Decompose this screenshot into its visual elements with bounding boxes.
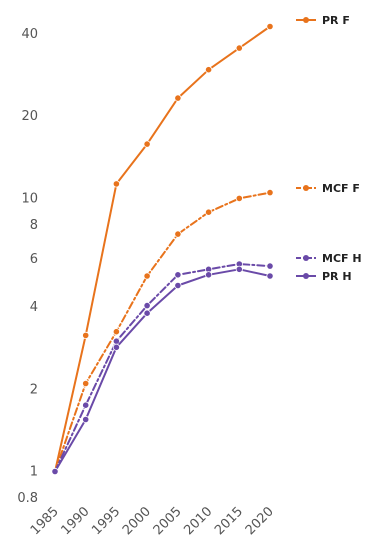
data-point <box>82 331 90 339</box>
data-point <box>235 194 243 202</box>
data-point <box>174 281 182 290</box>
series-layer <box>51 22 274 476</box>
data-point <box>112 343 121 351</box>
legend-label: MCF H <box>322 252 362 265</box>
x-tick-label: 2015 <box>212 504 246 538</box>
y-tick-label: 8 <box>30 218 38 233</box>
data-point <box>174 271 182 279</box>
data-point <box>235 265 243 273</box>
x-tick-label: 2010 <box>181 504 215 538</box>
legend-swatch-marker <box>303 273 309 279</box>
legend-swatch-marker <box>303 185 309 191</box>
series-line <box>54 268 271 473</box>
data-point <box>205 271 213 279</box>
data-point <box>82 415 90 424</box>
y-tick-label: 1 <box>30 465 38 480</box>
x-tick-label: 1985 <box>28 504 62 538</box>
y-tick-label: 40 <box>21 27 38 42</box>
y-tick-label: 2 <box>30 382 38 397</box>
y-tick-label: 10 <box>21 191 38 206</box>
data-point <box>112 328 121 336</box>
legend-swatch-marker <box>303 255 309 261</box>
series-mcf-h <box>51 260 274 476</box>
x-tick-label: 2000 <box>120 504 154 538</box>
legend-label: PR H <box>322 270 352 283</box>
y-tick-label: 6 <box>30 252 38 267</box>
series-line <box>54 263 271 473</box>
x-tick-label: 1990 <box>59 504 93 538</box>
data-point <box>205 208 213 216</box>
legend-item: PR F <box>296 14 350 27</box>
data-point <box>51 467 59 476</box>
data-point <box>143 140 151 148</box>
data-point <box>266 262 274 270</box>
data-point <box>266 272 274 280</box>
y-tick-label: 20 <box>21 109 38 124</box>
x-tick-label: 2020 <box>243 504 277 538</box>
data-point <box>82 401 90 409</box>
data-point <box>174 230 182 238</box>
data-point <box>143 272 151 280</box>
data-point <box>82 379 90 388</box>
x-tick-label: 2005 <box>151 504 185 538</box>
legend-item: MCF F <box>296 182 360 195</box>
series-pr-h <box>51 265 274 476</box>
x-tick-label: 1995 <box>89 504 123 538</box>
data-point <box>143 301 151 310</box>
data-point <box>174 94 182 102</box>
data-point <box>266 189 274 197</box>
data-point <box>205 66 213 74</box>
legend-item: PR H <box>296 270 352 283</box>
series-line <box>54 25 271 473</box>
legend-layer: PR F MCF F MCF H PR H <box>296 14 362 283</box>
y-tick-label: 4 <box>30 300 38 315</box>
data-point <box>266 22 274 31</box>
legend-label: PR F <box>322 14 350 27</box>
series-pr-f <box>51 22 274 476</box>
legend-label: MCF F <box>322 182 360 195</box>
data-point <box>112 180 121 188</box>
legend-item: MCF H <box>296 252 362 265</box>
data-point <box>143 309 151 317</box>
series-line <box>54 191 271 473</box>
y-tick-label: 0.8 <box>17 491 38 506</box>
data-point <box>235 44 243 52</box>
legend-swatch-marker <box>303 17 309 23</box>
